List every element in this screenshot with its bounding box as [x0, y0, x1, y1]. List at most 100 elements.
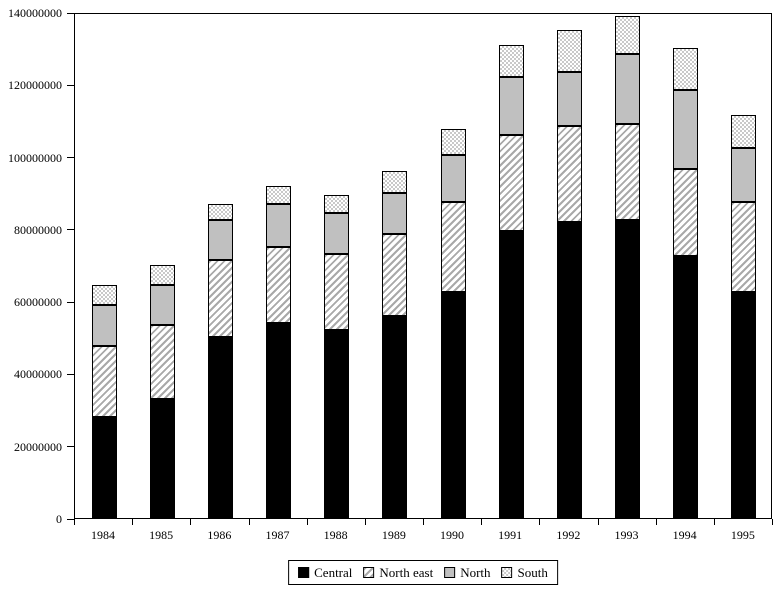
y-axis-tick: [67, 373, 74, 375]
bar-segment-central: [324, 330, 350, 518]
bar-segment-central: [498, 230, 524, 518]
bar-segment-north-east: [673, 169, 699, 256]
bar-segment-north: [207, 219, 233, 260]
bar-segment-north-east: [324, 254, 350, 331]
x-axis-category-label: 1994: [672, 528, 697, 542]
x-axis-category-label: 1993: [614, 528, 639, 542]
bar-segment-south: [266, 185, 292, 204]
bar-segment-north-east: [556, 125, 582, 222]
legend-item-north: North: [444, 565, 491, 580]
x-axis-tick: [772, 519, 773, 525]
bar-segment-north-east: [266, 246, 292, 323]
bar-segment-north-east: [382, 234, 408, 316]
legend-label: South: [517, 565, 548, 580]
bar-segment-north-east: [498, 134, 524, 231]
x-axis-category-label: 1992: [556, 528, 581, 542]
legend-swatch-icon: [363, 567, 375, 578]
legend-swatch-icon: [298, 567, 310, 578]
y-axis-tick-label: 140000000: [8, 6, 62, 20]
bar-segment-north: [731, 147, 757, 202]
legend-label: North east: [379, 565, 434, 580]
bar-segment-central: [207, 337, 233, 518]
legend: Central North east North South: [288, 560, 558, 585]
bar-segment-north-east: [149, 324, 175, 399]
x-axis-tick: [713, 519, 715, 525]
bar-segment-north: [324, 212, 350, 255]
bar-segment-south: [440, 129, 466, 155]
bar-segment-central: [266, 322, 292, 518]
bar-segment-south: [673, 48, 699, 90]
y-axis-tick: [67, 229, 74, 231]
y-axis-tick-label: 20000000: [14, 439, 62, 454]
bar-segment-north: [382, 192, 408, 235]
bar-segment-north: [266, 203, 292, 247]
legend-swatch-icon: [444, 567, 456, 578]
y-axis-tick: [67, 12, 74, 14]
bar-segment-south: [149, 265, 175, 285]
bar-segment-south: [731, 115, 757, 148]
bar-segment-south: [498, 44, 524, 78]
bar-segment-north: [615, 53, 641, 125]
x-axis-tick: [539, 519, 541, 525]
bar-segment-north: [149, 284, 175, 325]
legend-item-central: Central: [298, 565, 352, 580]
x-axis-category-label: 1995: [730, 528, 755, 542]
bar-segment-south: [615, 15, 641, 54]
x-axis-tick: [597, 519, 599, 525]
x-axis-category-label: 1989: [381, 528, 406, 542]
y-axis-tick: [67, 301, 74, 303]
plot-area: [74, 13, 772, 519]
x-axis-category-label: 1988: [323, 528, 348, 542]
bar-segment-south: [207, 203, 233, 220]
bar-segment-north-east: [91, 346, 117, 417]
x-axis-tick: [306, 519, 308, 525]
bar-segment-central: [149, 398, 175, 518]
bar-segment-north-east: [440, 201, 466, 293]
x-axis-category-label: 1986: [207, 528, 232, 542]
legend-label: Central: [314, 565, 353, 580]
x-axis-category-label: 1987: [265, 528, 290, 542]
bar-segment-north-east: [615, 124, 641, 220]
y-axis-tick-label: 80000000: [14, 222, 62, 237]
x-axis-tick: [132, 519, 134, 525]
bar-segment-north: [440, 154, 466, 202]
y-axis-tick-label: 100000000: [8, 150, 62, 165]
x-axis-tick: [655, 519, 657, 525]
bar-segment-south: [382, 171, 408, 193]
x-axis-tick: [423, 519, 424, 525]
legend-item-north-east: North east: [363, 565, 433, 580]
x-axis-tick: [190, 519, 192, 525]
bar-segment-central: [440, 292, 466, 518]
bar-segment-central: [91, 416, 117, 518]
x-axis-category-label: 1985: [149, 528, 174, 542]
bar-segment-south: [324, 194, 350, 213]
bar-segment-south: [91, 284, 117, 305]
y-axis-tick: [67, 446, 74, 448]
x-axis-tick: [364, 519, 366, 525]
bar-segment-central: [556, 221, 582, 518]
bar-segment-central: [382, 315, 408, 518]
bar-segment-central: [731, 292, 757, 518]
y-axis-tick-label: 120000000: [8, 78, 62, 93]
bar-segment-north-east: [731, 201, 757, 293]
x-axis-tick: [248, 519, 250, 525]
bar-segment-north: [673, 89, 699, 170]
x-axis-category-label: 1984: [91, 528, 115, 542]
y-axis-tick: [67, 84, 74, 86]
x-axis-tick: [74, 519, 75, 525]
y-axis-tick-label: 0: [56, 512, 62, 526]
y-axis-tick: [67, 518, 74, 520]
x-axis-category-label: 1990: [440, 528, 464, 542]
x-axis-tick: [481, 519, 483, 525]
legend-swatch-icon: [501, 567, 513, 578]
bar-segment-north: [556, 71, 582, 126]
bar-segment-north: [498, 77, 524, 135]
legend-label: North: [460, 565, 491, 580]
bar-segment-central: [615, 219, 641, 518]
legend-item-south: South: [501, 565, 548, 580]
bar-segment-central: [673, 255, 699, 518]
bar-segment-south: [556, 30, 582, 72]
bar-segment-north-east: [207, 259, 233, 338]
x-axis-category-label: 1991: [498, 528, 523, 542]
